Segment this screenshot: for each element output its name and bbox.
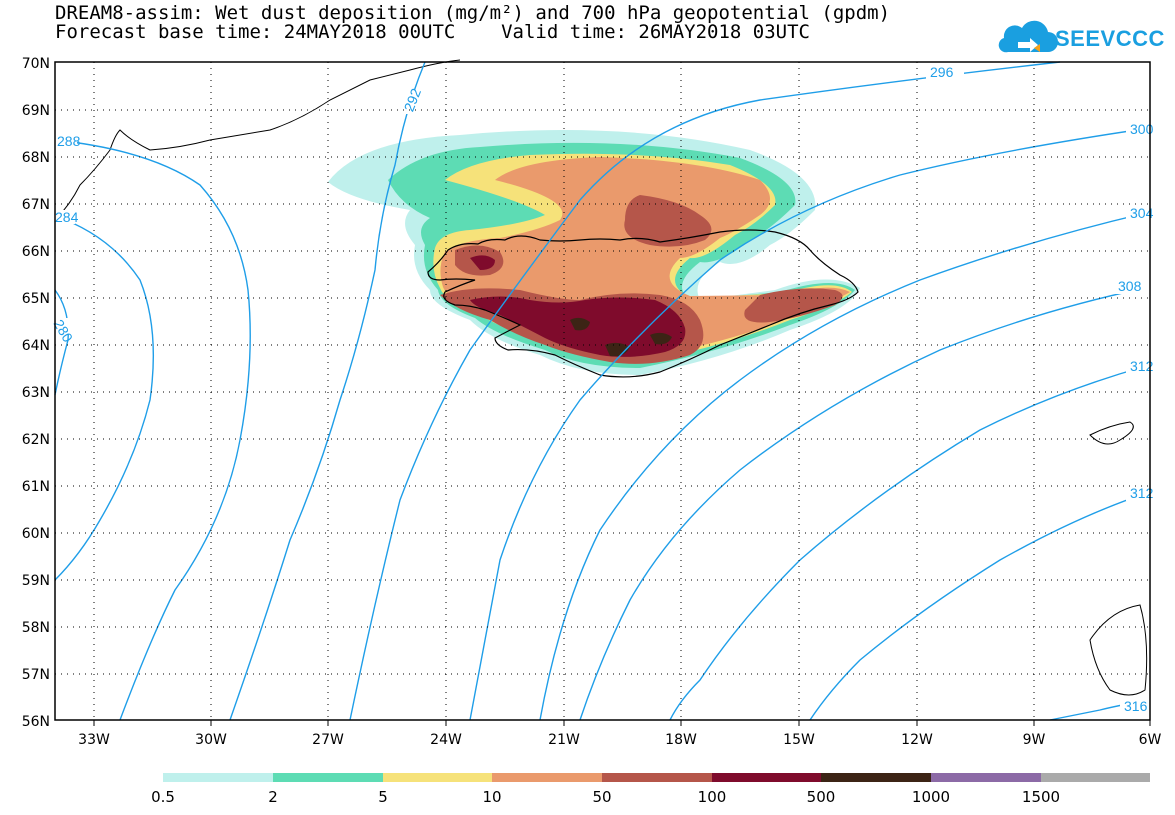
lat-label: 58N <box>22 620 50 636</box>
map-subtitle: Forecast base time: 24MAY2018 00UTC Vali… <box>55 21 810 43</box>
contour-label-316: 316 <box>1124 698 1148 714</box>
colorbar-swatch <box>712 773 821 782</box>
lat-label: 64N <box>22 338 50 354</box>
colorbar-label: 1500 <box>1022 788 1060 806</box>
contour-label-284: 284 <box>55 209 79 225</box>
colorbar-label: 2 <box>268 788 278 806</box>
scotland-coastline <box>1089 604 1148 696</box>
colorbar-labels: 0.5 2 5 10 50 100 500 1000 1500 <box>151 788 1060 806</box>
iceland-coastline <box>427 229 859 378</box>
lat-label: 62N <box>22 432 50 448</box>
colorbar-swatch <box>383 773 492 782</box>
lat-label: 66N <box>22 244 50 260</box>
colorbar-label: 0.5 <box>151 788 175 806</box>
colorbar-label: 500 <box>807 788 836 806</box>
colorbar-swatch <box>273 773 383 782</box>
latitude-labels: 70N 69N 68N 67N 66N 65N 64N 63N 62N 61N … <box>22 56 50 730</box>
colorbar-swatch <box>163 773 273 782</box>
lon-label: 30W <box>195 732 227 748</box>
lat-label: 56N <box>22 714 50 730</box>
contour-label-312b: 312 <box>1130 485 1154 501</box>
contour-label-288: 288 <box>57 133 81 149</box>
longitude-labels: 33W 30W 27W 24W 21W 18W 15W 12W 9W 6W <box>78 732 1161 748</box>
lat-label: 60N <box>22 526 50 542</box>
geopotential-contours <box>54 61 1151 721</box>
lat-label: 69N <box>22 103 50 119</box>
lat-label: 59N <box>22 573 50 589</box>
colorbar-swatch <box>602 773 712 782</box>
lat-label: 63N <box>22 385 50 401</box>
colorbar-swatch <box>492 773 602 782</box>
greenland-coastline <box>54 59 461 221</box>
lat-label: 61N <box>22 479 50 495</box>
colorbar-label: 1000 <box>912 788 950 806</box>
dust-deposition-field <box>328 130 860 375</box>
map-frame <box>54 61 1151 721</box>
contour-label-296: 296 <box>930 64 954 80</box>
lat-label: 57N <box>22 667 50 683</box>
colorbar <box>163 773 1150 782</box>
lon-label: 9W <box>1023 732 1046 748</box>
lon-label: 18W <box>665 732 697 748</box>
colorbar-swatch <box>931 773 1041 782</box>
colorbar-label: 50 <box>592 788 611 806</box>
contour-label-304: 304 <box>1130 205 1154 221</box>
contour-label-308: 308 <box>1118 278 1142 294</box>
colorbar-swatch <box>821 773 931 782</box>
colorbar-label: 5 <box>378 788 388 806</box>
lon-label: 24W <box>430 732 462 748</box>
lon-label: 6W <box>1139 732 1162 748</box>
contour-label-300: 300 <box>1130 121 1154 137</box>
lon-label: 21W <box>548 732 580 748</box>
lon-label: 15W <box>783 732 815 748</box>
lon-label: 33W <box>78 732 110 748</box>
faroe-coastline <box>1089 421 1134 445</box>
colorbar-label: 100 <box>698 788 727 806</box>
contour-label-312a: 312 <box>1130 358 1154 374</box>
lat-label: 70N <box>22 56 50 72</box>
lat-label: 67N <box>22 197 50 213</box>
lat-label: 65N <box>22 291 50 307</box>
colorbar-label: 10 <box>482 788 501 806</box>
grid-lines <box>55 62 1150 720</box>
colorbar-swatch <box>1041 773 1150 782</box>
logo-text: SEEVCCC <box>1055 26 1165 51</box>
map-title: DREAM8-assim: Wet dust deposition (mg/m²… <box>55 2 891 24</box>
cloud-icon <box>998 20 1058 53</box>
axis-ticks <box>93 720 1151 726</box>
lon-label: 12W <box>901 732 933 748</box>
lat-label: 68N <box>22 150 50 166</box>
lon-label: 27W <box>312 732 344 748</box>
